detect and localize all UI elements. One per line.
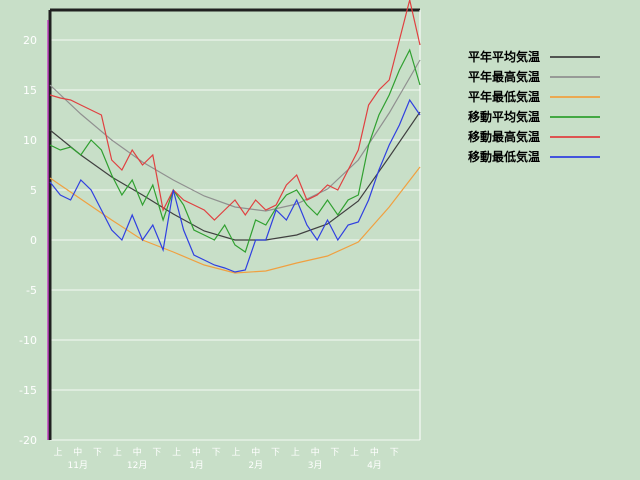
x-tick-label: 下 — [271, 448, 280, 458]
x-tick-label: 中 — [192, 446, 201, 458]
y-tick-label: 10 — [23, 134, 37, 147]
x-month-label: 11月 — [68, 460, 88, 471]
y-tick-label: 0 — [30, 234, 37, 247]
x-tick-label: 下 — [212, 448, 221, 458]
legend-label: 平年最低気温 — [468, 89, 540, 104]
x-month-label: 12月 — [127, 460, 147, 471]
y-tick-label: 5 — [30, 184, 37, 197]
legend-label: 移動最高気温 — [468, 129, 540, 144]
x-tick-label: 上 — [231, 447, 240, 458]
series-line — [49, 59, 421, 212]
series-line — [49, 166, 421, 274]
y-tick-label: 15 — [23, 84, 37, 97]
x-tick-label: 中 — [251, 446, 260, 458]
x-tick-label: 下 — [152, 448, 161, 458]
x-tick-label: 上 — [172, 447, 181, 458]
x-tick-label: 下 — [390, 448, 399, 458]
x-tick-label: 下 — [330, 448, 339, 458]
y-tick-label: -15 — [19, 384, 37, 397]
x-month-label: 1月 — [189, 460, 204, 471]
x-tick-label: 中 — [73, 446, 82, 458]
x-tick-label: 上 — [53, 447, 62, 458]
x-month-label: 2月 — [248, 460, 263, 471]
y-tick-label: -5 — [26, 284, 37, 297]
x-tick-label: 中 — [370, 446, 379, 458]
y-tick-label: 20 — [23, 34, 37, 47]
legend-label: 平年最高気温 — [468, 69, 540, 84]
series-line — [49, 111, 421, 241]
series-line — [49, 98, 421, 273]
x-tick-label: 上 — [291, 447, 300, 458]
legend-label: 移動最低気温 — [468, 149, 540, 164]
y-tick-label: -20 — [19, 434, 37, 447]
x-tick-label: 上 — [113, 447, 122, 458]
x-month-label: 4月 — [367, 460, 382, 471]
legend-label: 移動平均気温 — [468, 109, 540, 124]
x-tick-label: 下 — [93, 448, 102, 458]
series-line — [49, 0, 421, 221]
x-month-label: 3月 — [308, 460, 323, 471]
series-line — [49, 48, 421, 253]
y-tick-label: -10 — [19, 334, 37, 347]
legend-label: 平年平均気温 — [468, 49, 540, 64]
x-tick-label: 中 — [311, 446, 320, 458]
x-tick-label: 上 — [350, 447, 359, 458]
x-tick-label: 中 — [133, 446, 142, 458]
